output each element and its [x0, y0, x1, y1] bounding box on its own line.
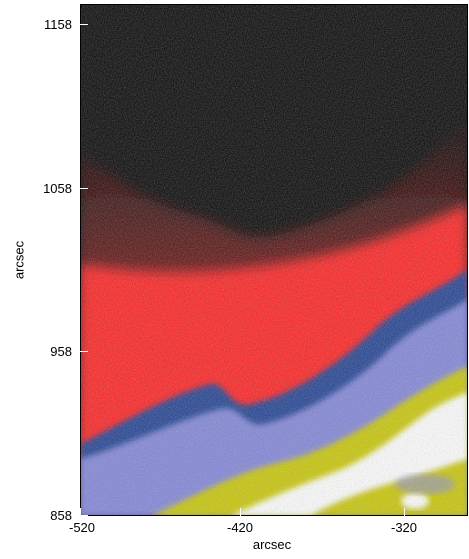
- y-axis-title: arcsec: [11, 240, 27, 280]
- y-tick-label-1158: 1158: [44, 17, 72, 32]
- x-tick-label-320: -320: [390, 520, 418, 535]
- x-tick-label-420: -420: [226, 520, 254, 535]
- heatmap-image: [80, 4, 468, 516]
- y-tick-label-958: 958: [50, 344, 72, 359]
- x-axis-title: arcsec: [252, 537, 292, 552]
- y-tick-label-1058: 1058: [43, 181, 72, 196]
- x-tick-label-520: -520: [68, 520, 96, 535]
- y-tick-label-858: 858: [50, 508, 72, 523]
- heatmap-svg: [80, 4, 468, 516]
